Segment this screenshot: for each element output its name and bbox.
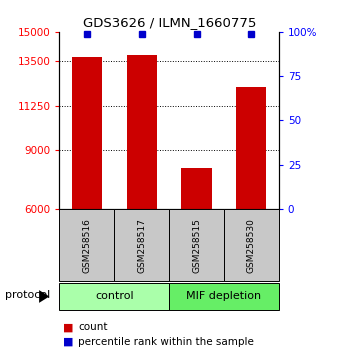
Text: GSM258530: GSM258530 — [247, 218, 256, 273]
Text: GDS3626 / ILMN_1660775: GDS3626 / ILMN_1660775 — [83, 16, 257, 29]
Bar — [127, 56, 157, 209]
Text: ■: ■ — [63, 322, 73, 332]
Text: count: count — [78, 322, 108, 332]
Text: MIF depletion: MIF depletion — [186, 291, 261, 302]
Text: control: control — [95, 291, 134, 302]
Bar — [72, 57, 102, 209]
Text: percentile rank within the sample: percentile rank within the sample — [78, 337, 254, 347]
Text: GSM258516: GSM258516 — [82, 218, 91, 273]
Bar — [236, 87, 267, 209]
Polygon shape — [39, 290, 49, 303]
Text: protocol: protocol — [5, 290, 50, 300]
Text: ■: ■ — [63, 337, 73, 347]
Bar — [182, 167, 211, 209]
Text: GSM258515: GSM258515 — [192, 218, 201, 273]
Text: GSM258517: GSM258517 — [137, 218, 146, 273]
